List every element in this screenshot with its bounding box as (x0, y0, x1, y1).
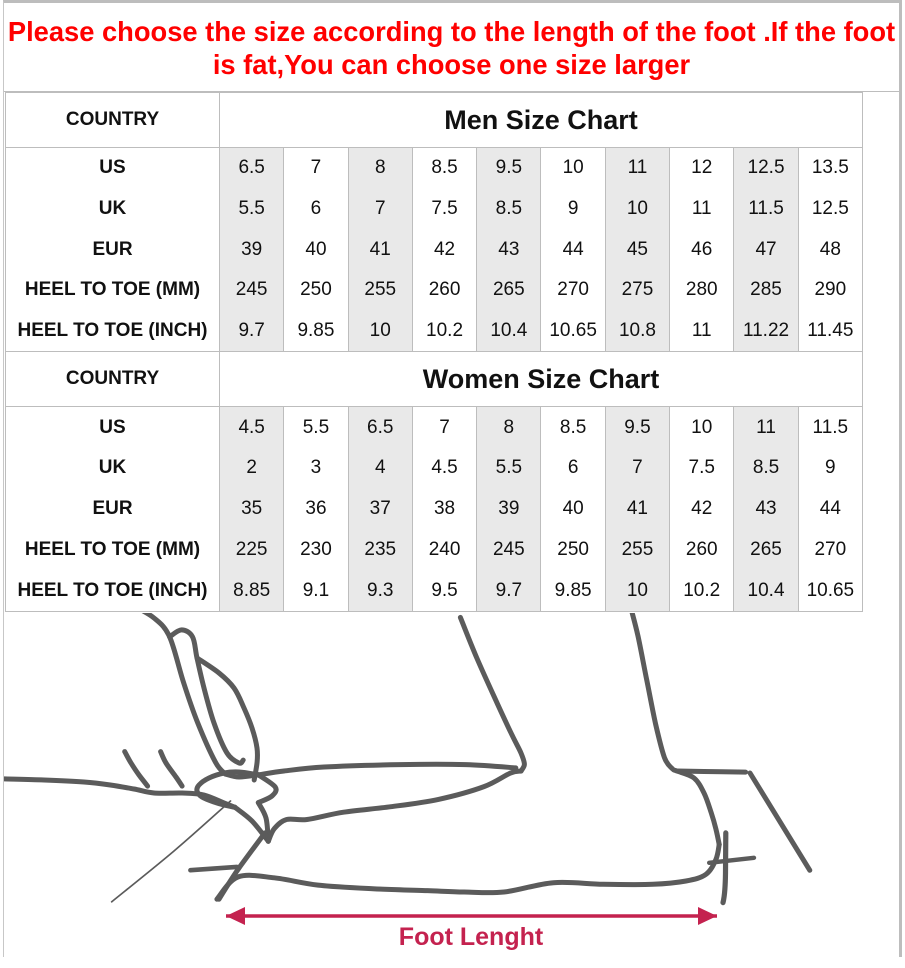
svg-text:Foot Lenght: Foot Lenght (399, 923, 544, 951)
